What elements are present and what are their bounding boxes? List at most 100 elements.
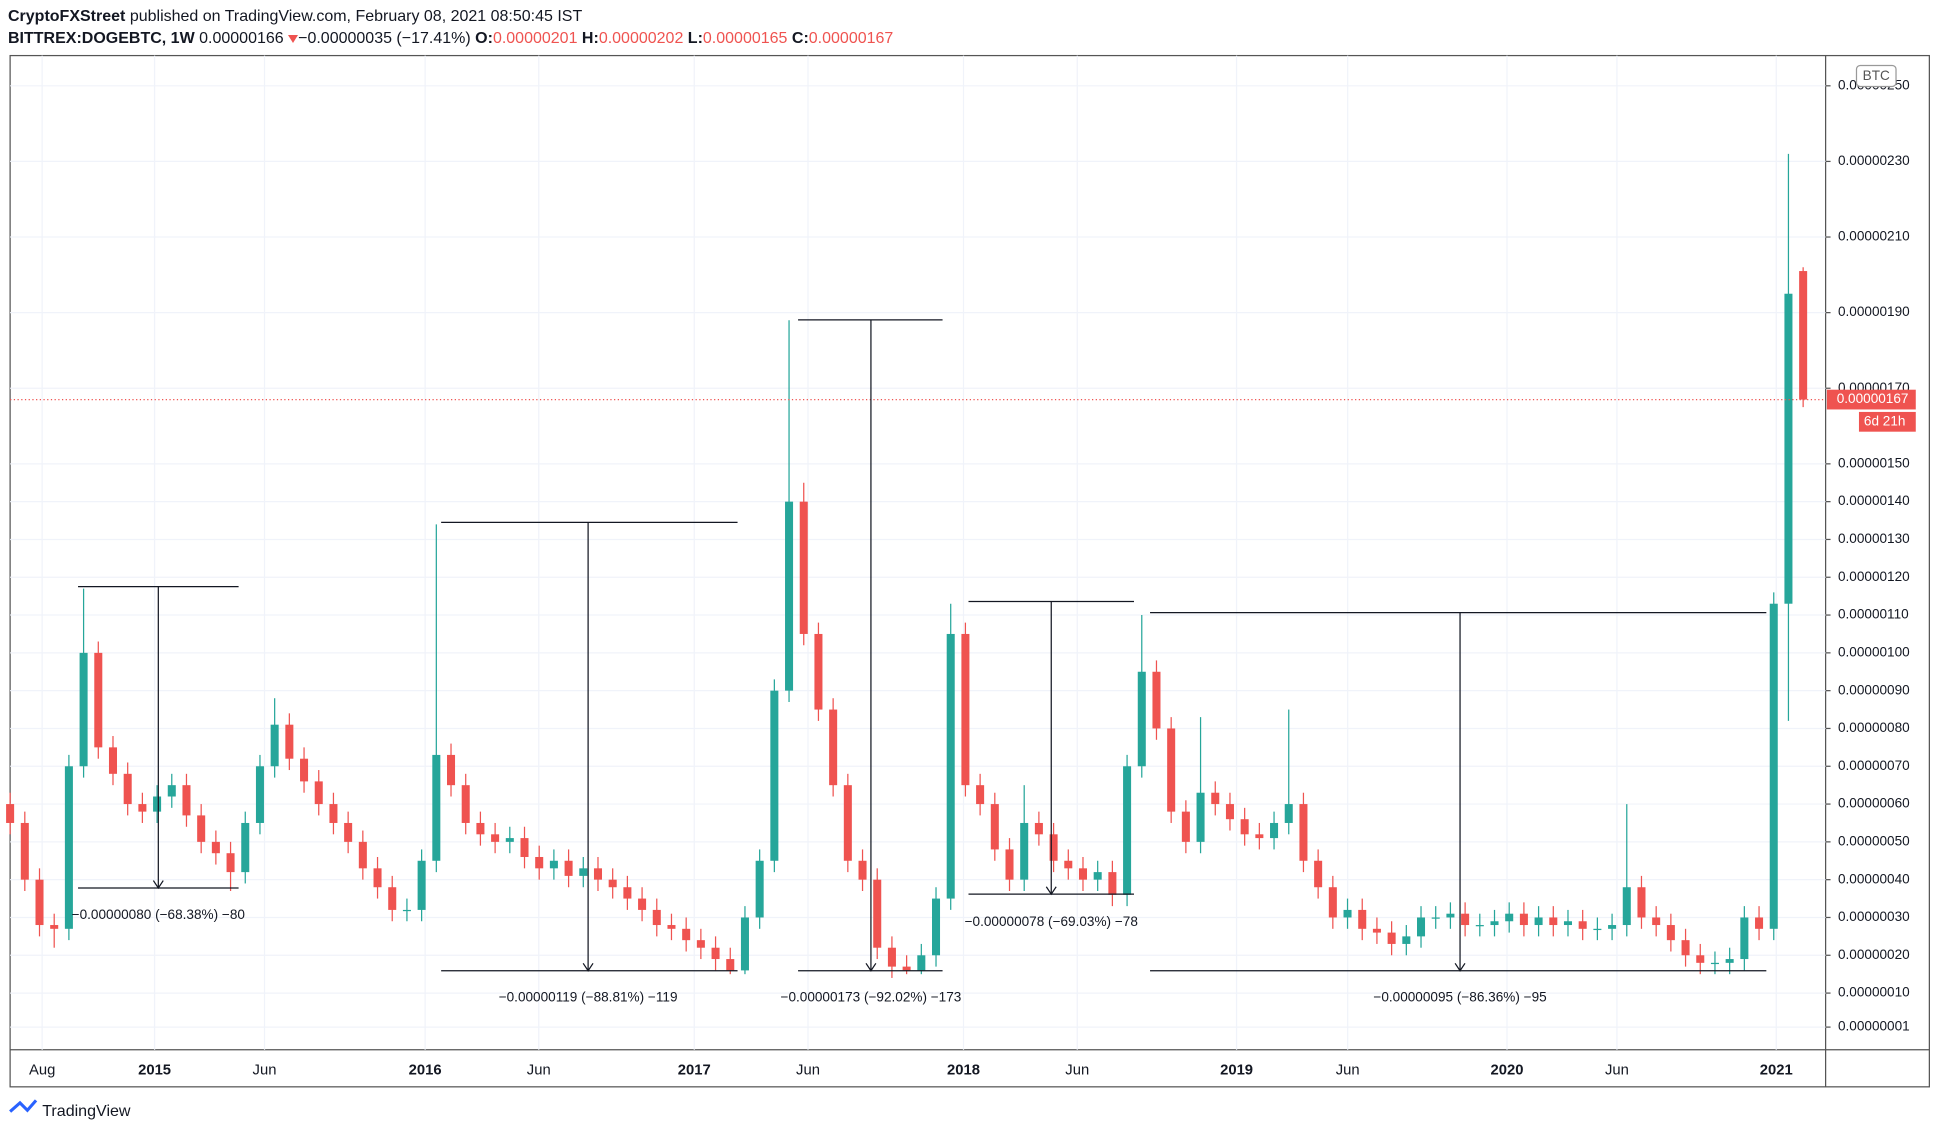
x-tick-label: Aug [29,1063,55,1079]
low: 0.00000165 [702,30,788,47]
y-tick-label: 0.00000020 [1838,947,1910,962]
candle-body [1608,925,1617,929]
y-tick-label: 0.00000030 [1838,909,1910,924]
candle-body [329,804,338,823]
y-tick-label: 0.00000210 [1838,229,1910,244]
high-label: H: [581,30,599,47]
candle-body [1402,936,1411,944]
candles [6,153,1826,978]
candle-body [270,724,279,767]
y-tick-label: 0.00000080 [1838,720,1910,735]
y-tick-label: 0.00000150 [1838,455,1910,470]
candle-body [182,785,191,816]
candle-body [1372,928,1381,933]
high: 0.00000202 [598,30,684,47]
measure-label: −0.00000080 (−68.38%) −80 [72,907,246,922]
x-tick-label: 2021 [1760,1063,1793,1079]
candle-body [564,860,573,876]
y-tick-label: 0.00000120 [1838,569,1910,584]
candle-body [1034,822,1043,835]
candle-body [976,785,985,805]
candle-body [887,947,896,967]
candle-body [1152,671,1161,729]
candle-body [1240,819,1249,835]
measure-label: −0.00000078 (−69.03%) −78 [965,914,1138,929]
candle-body [1563,921,1573,926]
author: CryptoFXStreet [8,8,126,25]
candle-body [1475,925,1484,927]
candle-body [1769,603,1778,929]
y-tick-label: 0.00000090 [1838,682,1910,697]
candle-body [1167,728,1176,812]
candle-body [388,887,397,910]
x-tick-label: Jun [796,1063,820,1079]
y-tick-label: 0.00000110 [1838,607,1909,622]
candle-body [1211,792,1220,805]
candle-body [1652,917,1661,926]
candle-body [1314,860,1323,888]
x-tick-label: 2018 [947,1063,980,1079]
candle-body [726,959,735,971]
y-tick-label: 0.00000100 [1838,644,1910,659]
last-price: 0.00000166 [199,30,284,47]
candle-body [623,887,632,899]
candle-body [535,856,544,869]
candle-body [1725,959,1734,963]
candle-body [1270,822,1279,839]
candle-body [1196,792,1205,842]
candle-body [138,804,147,812]
axes: 0.00000001 0.00000010 0.00000020 0.00000030… [29,64,1916,1079]
change: −0.00000035 (−17.41%) [298,30,471,47]
open: 0.00000201 [492,30,578,47]
candle-body [123,773,132,805]
candle-body [64,766,73,929]
candle-body [153,796,162,812]
candle-body [300,758,309,782]
candle-body [1299,804,1308,861]
candle-body [1020,822,1029,880]
measure-arrow-head [582,962,594,972]
x-tick-label: Jun [1065,1063,1089,1079]
countdown: 6d 21h [1864,413,1906,428]
candle-body [461,785,470,823]
candle-body [1387,932,1396,944]
measure-arrow-head [1454,962,1466,972]
candle-body [682,928,691,941]
countdown-box [1858,411,1916,432]
x-tick-label: Jun [1605,1063,1629,1079]
candle-body [755,860,764,918]
candle-body [50,925,59,929]
candle-body [843,785,852,861]
candle-body [1549,917,1558,926]
candle-body [94,652,103,748]
candle-body [1461,913,1470,926]
candle-body [1123,766,1132,895]
candle-body [505,838,514,842]
candle-body [255,766,264,823]
low-label: L: [687,30,703,47]
candle-body [1755,917,1764,929]
y-tick-label: 0.00000130 [1838,531,1910,546]
candle-body [1078,868,1088,880]
x-tick-label: 2015 [138,1063,171,1079]
candle-body [373,868,382,888]
measurements: −0.00000080 (−68.38%) −80 −0.00000119 (−8… [72,319,1767,1005]
candle-body [1681,940,1690,956]
measure-label: −0.00000173 (−92.02%) −173 [781,990,962,1005]
y-tick-label: 0.00000190 [1838,304,1910,319]
grid [10,55,1826,1050]
candle-body [946,633,955,899]
candle-body [1049,834,1058,861]
measure-arrow-head [1045,886,1057,896]
measure-label: −0.00000119 (−88.81%) −119 [499,990,678,1005]
open-label: O: [475,30,493,47]
candle-body [902,966,911,971]
candle-body [638,898,647,910]
y-tick-label: 0.00000001 [1838,1019,1910,1034]
tradingview-logo: TradingView [9,1099,131,1120]
candle-body [814,633,823,710]
currency: BTC [1863,68,1890,83]
candle-body [20,822,29,880]
candle-body [1578,921,1587,929]
candle-body [447,754,456,786]
